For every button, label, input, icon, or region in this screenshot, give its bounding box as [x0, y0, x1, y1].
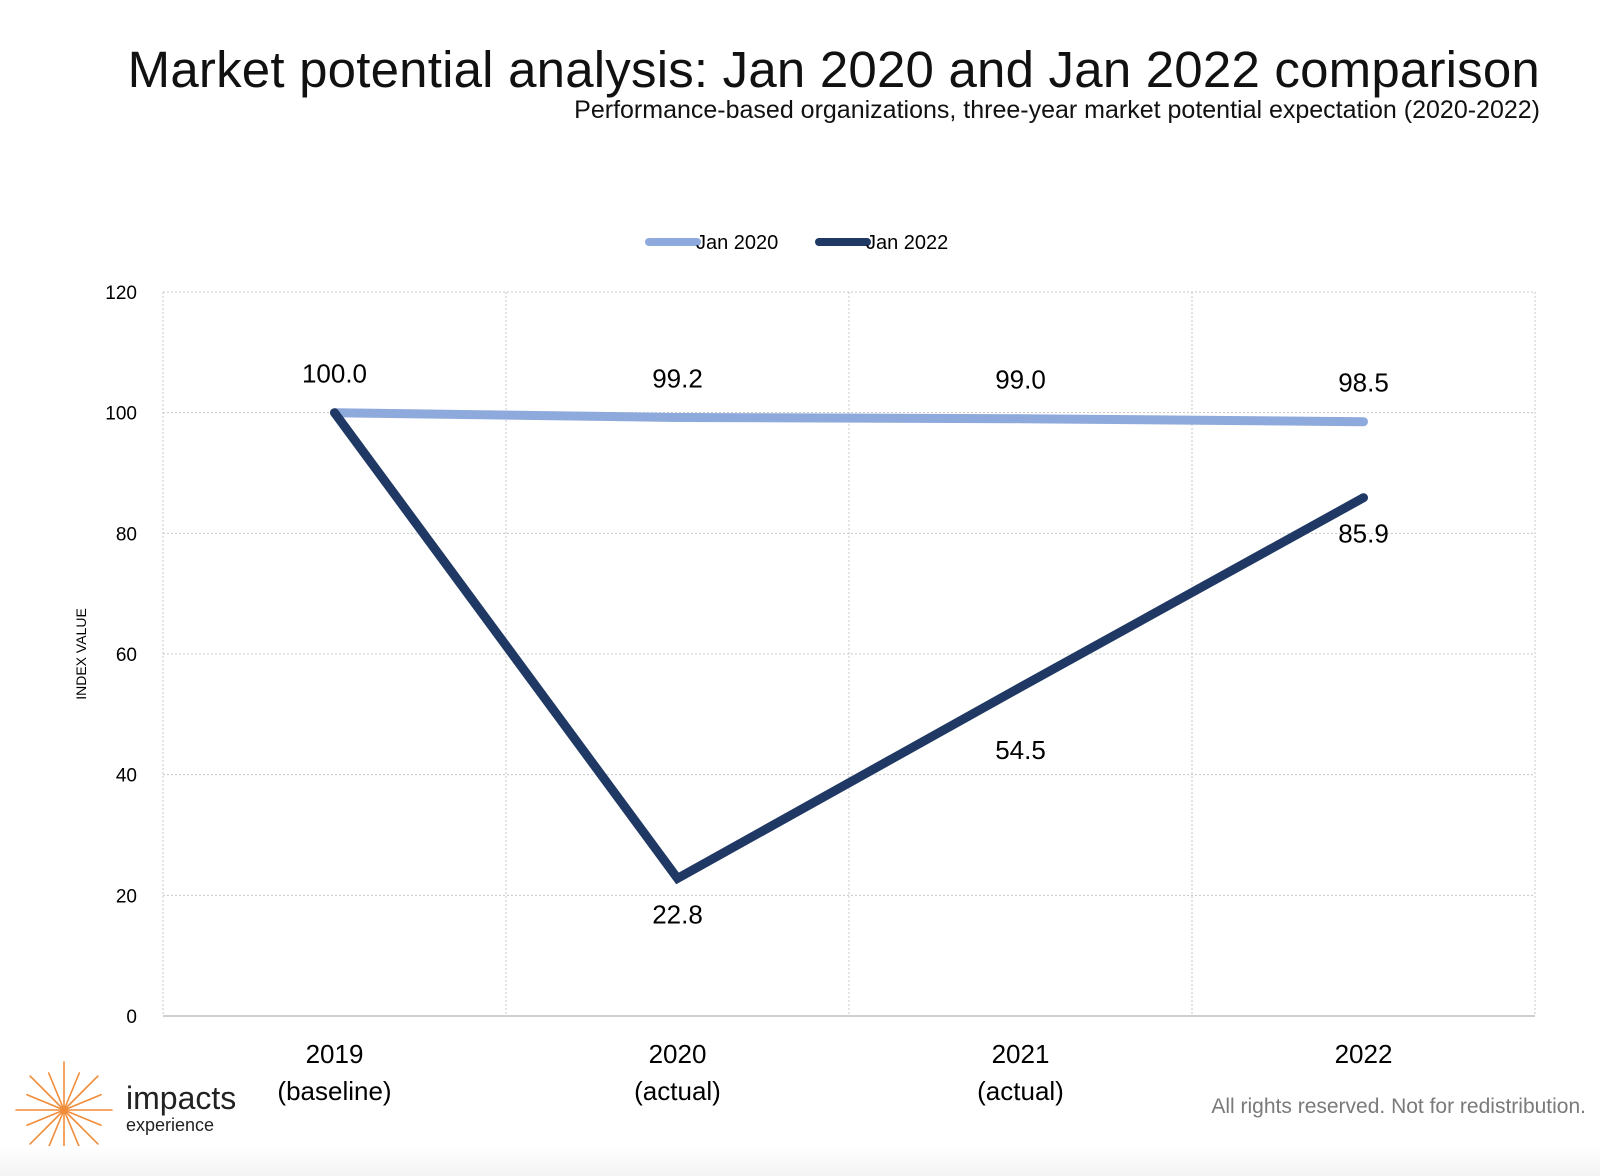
brand-tagline: experience	[126, 1115, 215, 1135]
axes: 0 20 40 60 80 100 120 2019 (baseline) 2020 (actual…	[73, 283, 1535, 1106]
burst-ray	[29, 1075, 65, 1111]
burst-ray	[63, 1109, 81, 1148]
x-category-label: 2019	[306, 1039, 364, 1069]
data-label: 99.2	[652, 363, 703, 393]
burst-ray	[63, 1109, 99, 1145]
x-category-label: 2020	[649, 1039, 707, 1069]
x-category-label: (baseline)	[277, 1076, 391, 1106]
burst-ray	[29, 1109, 65, 1145]
legend-label: Jan 2020	[696, 232, 778, 254]
burst-ray	[63, 1109, 102, 1127]
y-tick-label: 120	[105, 283, 137, 304]
series-lines	[330, 408, 1368, 885]
x-category-label: (actual)	[977, 1076, 1064, 1106]
y-tick-label: 40	[116, 766, 137, 787]
burst-ray	[47, 1072, 65, 1111]
y-tick-label: 100	[105, 404, 137, 425]
gridlines	[162, 291, 1536, 1016]
x-category-label: 2022	[1335, 1039, 1393, 1069]
y-tick-label: 60	[116, 645, 137, 666]
burst-ray	[63, 1093, 102, 1111]
data-label: 100.0	[302, 359, 367, 389]
burst-ray	[26, 1109, 65, 1127]
y-tick-label: 0	[126, 1007, 137, 1028]
data-label: 22.8	[652, 899, 703, 929]
legend-label: Jan 2022	[866, 232, 948, 254]
starburst-logo-icon	[15, 1061, 113, 1159]
data-label: 99.0	[995, 365, 1046, 395]
brand-name: impacts	[126, 1080, 237, 1116]
burst-ray	[63, 1072, 81, 1111]
data-labels: 100.0 99.2 99.0 98.5 22.8 54.5 85.9	[302, 359, 1389, 930]
data-label: 85.9	[1338, 519, 1389, 549]
burst-ray	[47, 1109, 65, 1148]
chart-subtitle: Performance-based organizations, three-y…	[574, 96, 1540, 124]
legend: Jan 2020 Jan 2022	[645, 232, 948, 254]
burst-ray	[26, 1093, 65, 1111]
chart-title: Market potential analysis: Jan 2020 and …	[127, 41, 1540, 98]
rights-notice: All rights reserved. Not for redistribut…	[1211, 1095, 1586, 1118]
y-axis-title: INDEX VALUE	[73, 608, 89, 700]
y-tick-label: 20	[116, 886, 137, 907]
data-label: 98.5	[1338, 368, 1389, 398]
x-category-label: 2021	[992, 1039, 1050, 1069]
series-line-1	[330, 408, 1368, 427]
x-category-label: (actual)	[634, 1076, 721, 1106]
burst-ray	[63, 1075, 99, 1111]
y-tick-label: 80	[116, 524, 137, 545]
series-line-2	[330, 408, 1368, 885]
bottom-bar	[0, 1146, 1600, 1176]
data-label: 54.5	[995, 735, 1046, 765]
